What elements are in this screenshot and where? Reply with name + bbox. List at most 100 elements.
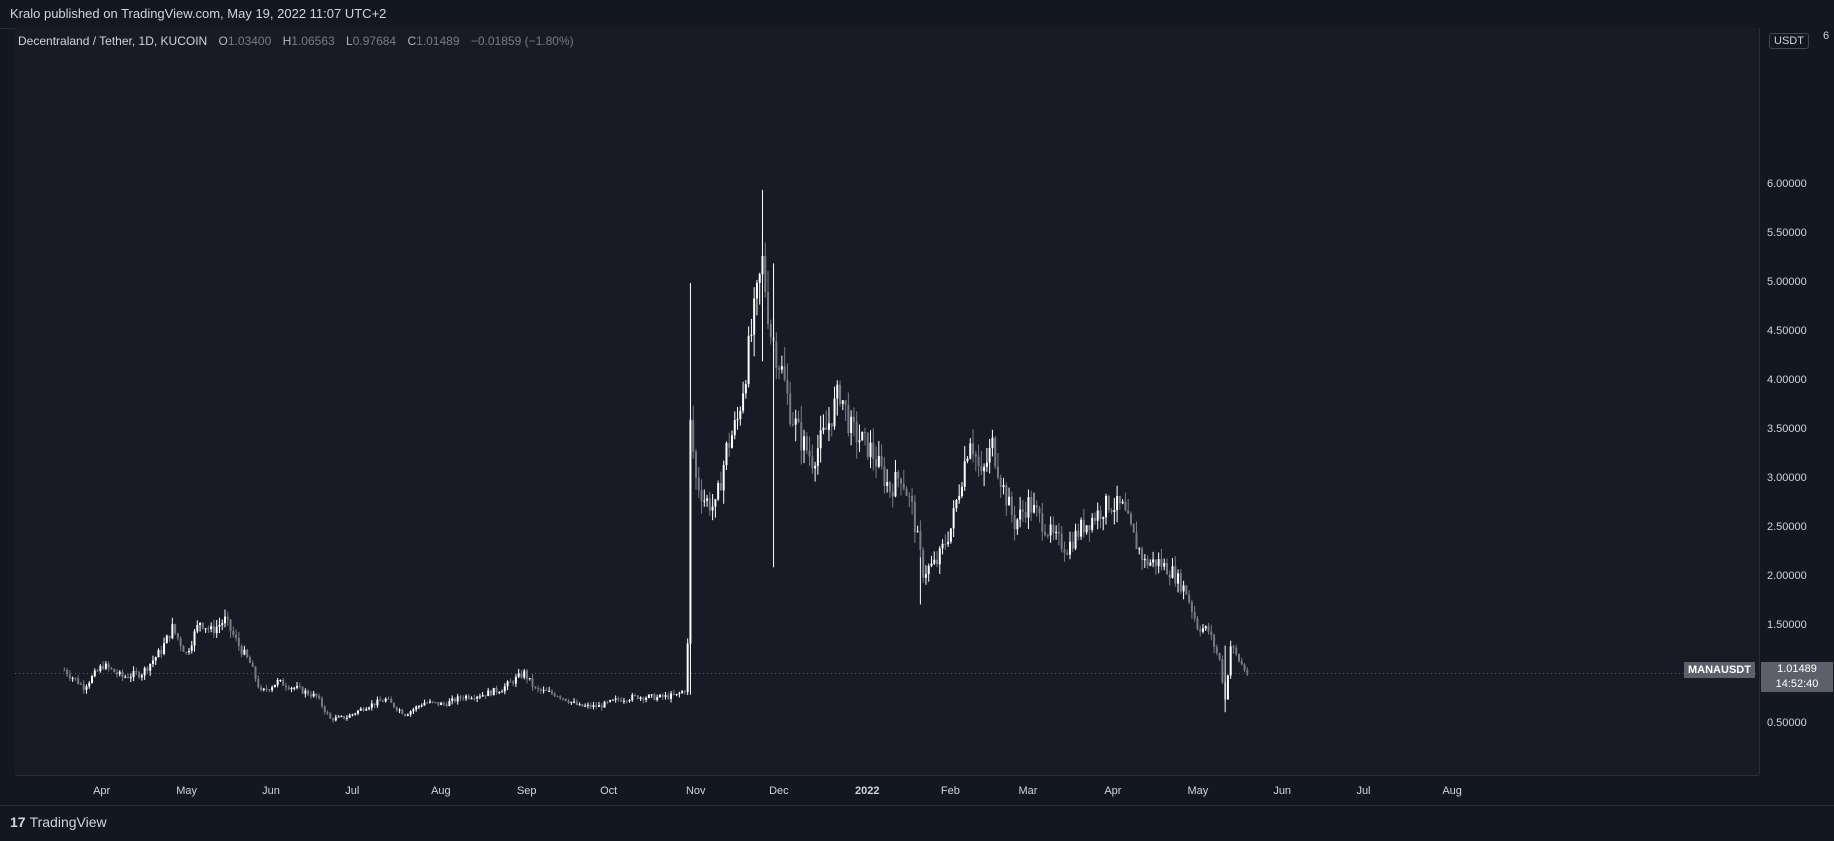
x-tick-label: Jun [262, 785, 280, 797]
candle-body [836, 384, 839, 399]
time-axis[interactable] [15, 775, 1759, 806]
candle-body [719, 483, 722, 491]
candle-body [91, 676, 94, 683]
candle-body [257, 678, 260, 688]
candle-body [1132, 523, 1135, 533]
x-tick-label: Jul [1356, 785, 1371, 797]
y-tick-label: 2.00000 [1767, 570, 1807, 582]
candle-body [988, 448, 991, 463]
candle-body [265, 688, 268, 690]
candle-body [548, 690, 551, 692]
legend-change: −0.01859 (−1.80%) [470, 34, 574, 48]
candle-body [733, 420, 736, 436]
bar-countdown: 14:52:40 [1775, 678, 1819, 690]
candle-body [825, 427, 828, 430]
candle-body [1038, 508, 1041, 514]
candle-body [434, 702, 437, 704]
candle-body [1049, 524, 1052, 536]
candle-body [731, 435, 733, 448]
candle-body [877, 456, 880, 467]
tradingview-logo[interactable]: 17 TradingView [10, 814, 107, 830]
candle-body [972, 443, 975, 455]
chart-plot-area[interactable] [15, 28, 1759, 775]
legend-low-value: 0.97684 [352, 34, 397, 48]
candle-body [1077, 530, 1080, 537]
candle-body [1199, 629, 1202, 632]
candle-body [575, 701, 578, 705]
candle-body [290, 687, 293, 690]
candle-body [1218, 653, 1221, 660]
candle-body [1055, 531, 1058, 534]
candle-body [739, 410, 742, 419]
candle-body [171, 624, 174, 639]
candle-body [559, 696, 562, 699]
candle-body [481, 695, 484, 697]
candle-body [797, 418, 800, 423]
candle-body [210, 626, 213, 630]
candle-body [933, 559, 936, 564]
legend-close-value: 1.01489 [416, 34, 460, 48]
x-tick-label: Aug [431, 785, 451, 797]
candle-body [647, 694, 650, 698]
currency-badge[interactable]: USDT [1769, 33, 1809, 49]
candle-body [451, 698, 454, 702]
candle-body [528, 678, 531, 680]
candle-body [778, 368, 781, 370]
candle-body [376, 699, 379, 706]
candle-body [869, 442, 872, 458]
candle-body [1041, 513, 1044, 532]
candle-body [661, 694, 664, 697]
candle-body [919, 531, 922, 551]
candle-body [805, 436, 808, 451]
candle-body [642, 697, 645, 700]
candle-body [936, 559, 939, 565]
x-tick-label: May [176, 785, 197, 797]
candle-body [179, 638, 182, 647]
candle-body [176, 633, 179, 639]
candle-body [132, 671, 135, 678]
candle-body [606, 701, 609, 703]
candle-body [160, 649, 163, 654]
candle-body [811, 456, 814, 469]
candle-body [980, 465, 983, 472]
candle-body [631, 694, 634, 701]
candle-body [212, 626, 215, 634]
tv-brand-text: TradingView [29, 814, 107, 830]
candle-body [232, 630, 235, 635]
candle-body [1052, 524, 1055, 534]
candle-body [1016, 519, 1019, 530]
candle-body [345, 717, 348, 719]
y-tick-label: 3.50000 [1767, 423, 1807, 435]
candle-body [174, 624, 177, 634]
candle-body [886, 482, 889, 486]
candle-body [891, 491, 894, 497]
candle-body [1146, 558, 1149, 566]
candle-body [711, 506, 714, 511]
candle-body [478, 696, 481, 698]
candle-body [429, 701, 432, 703]
candle-body [260, 687, 263, 691]
candle-body [553, 693, 556, 697]
candle-body [996, 466, 999, 478]
price-axis[interactable] [1759, 28, 1834, 775]
candle-body [620, 699, 623, 702]
candle-body [495, 687, 498, 693]
candle-body [426, 702, 429, 704]
candle-body [1168, 574, 1171, 578]
candle-body [307, 690, 310, 695]
candle-body [550, 690, 553, 694]
candle-body [1116, 496, 1119, 511]
candle-body [1093, 517, 1096, 521]
candle-body [149, 663, 152, 671]
candle-body [262, 688, 265, 691]
candle-body [902, 483, 905, 489]
candle-body [1080, 519, 1083, 537]
candle-body [82, 683, 85, 690]
x-tick-label: Apr [1104, 785, 1122, 797]
candle-body [334, 717, 337, 721]
candle-body [578, 704, 581, 706]
candle-body [351, 714, 354, 716]
candle-body [994, 437, 997, 467]
candle-body [412, 709, 415, 712]
candle-body [320, 698, 323, 707]
